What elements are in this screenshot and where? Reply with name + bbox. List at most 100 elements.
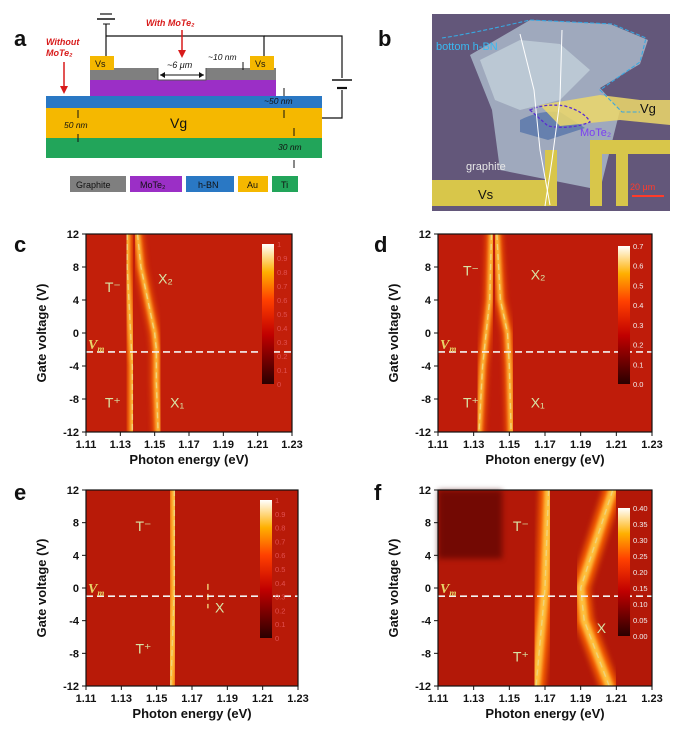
- peak-label: X: [215, 600, 225, 616]
- panel-label-c: c: [14, 232, 26, 257]
- thickness-50nm-left: 50 nm: [64, 120, 88, 130]
- colorbar-tick: 0.0: [633, 380, 643, 389]
- legend-swatch-au: [238, 176, 268, 192]
- colorbar: [618, 508, 630, 636]
- colorbar-tick: 0.5: [633, 281, 643, 290]
- y-tick-label: -8: [69, 648, 79, 660]
- peak-label: X: [597, 620, 607, 636]
- legend-graphite: Graphite: [76, 180, 111, 190]
- y-tick-label: -4: [69, 616, 80, 628]
- y-tick-label: -12: [63, 681, 79, 693]
- x-tick-label: 1.17: [178, 439, 199, 451]
- au-gate: [46, 108, 322, 138]
- x-axis-label: Photon energy (eV): [485, 452, 604, 467]
- thickness-50nm-right: ~50 nm: [264, 96, 293, 106]
- y-tick-label: -8: [421, 394, 431, 406]
- peak-label: X₁: [170, 394, 184, 410]
- colorbar-tick: 0.6: [275, 551, 285, 560]
- colorbar-tick: 0.9: [277, 254, 287, 263]
- peak-label: X₂: [158, 271, 173, 287]
- y-tick-label: 8: [425, 262, 431, 274]
- colorbar: [260, 500, 272, 638]
- y-tick-label: -4: [69, 361, 80, 373]
- x-tick-label: 1.17: [181, 693, 202, 705]
- vg-label-b: Vg: [640, 101, 656, 116]
- y-tick-label: 12: [67, 485, 79, 497]
- x-tick-label: 1.19: [213, 439, 234, 451]
- ti-layer: [46, 138, 322, 158]
- panel-label-a: a: [14, 26, 27, 51]
- x-tick-label: 1.11: [76, 439, 97, 451]
- without-mote2-label: Without MoTe₂: [46, 37, 82, 58]
- x-tick-label: 1.13: [110, 439, 131, 451]
- guide-line-exciton: [496, 233, 512, 433]
- peak-label: T⁻: [463, 262, 479, 278]
- thickness-10nm: ~10 nm: [208, 52, 237, 62]
- colorbar-tick: 0.6: [277, 296, 287, 305]
- y-tick-label: 12: [419, 485, 431, 497]
- panel-label-b: b: [378, 26, 391, 51]
- mote2-label: MoTe₂: [580, 127, 611, 139]
- peak-label: T⁺: [105, 394, 121, 410]
- panel-label-d: d: [374, 232, 387, 257]
- x-tick-label: 1.23: [287, 693, 308, 705]
- panel-label-f: f: [374, 480, 382, 505]
- guide-line-trion: [535, 489, 550, 687]
- vs-electrode-left: [90, 56, 114, 70]
- colorbar-tick: 0.15: [633, 584, 648, 593]
- with-mote2-label: With MoTe₂: [146, 18, 195, 28]
- x-tick-label: 1.15: [144, 439, 165, 451]
- colorbar-tick: 0.4: [275, 579, 285, 588]
- y-tick-label: 8: [73, 518, 79, 530]
- vg-label: Vg: [170, 115, 187, 131]
- legend-ti: Ti: [281, 180, 288, 190]
- legend-mote2: MoTe₂: [140, 180, 166, 190]
- colorbar-tick: 0.8: [277, 268, 287, 277]
- heatmap-background: [86, 234, 292, 432]
- mote2-layer: [90, 80, 276, 96]
- vs-pad: [432, 180, 552, 206]
- heatmap-panel-c: VmT⁻X₂T⁺ X₁10.90.80.70.60.50.40.30.20.101…: [34, 229, 303, 467]
- x-tick-label: 1.11: [428, 439, 449, 451]
- colorbar-tick: 0.25: [633, 552, 648, 561]
- y-tick-label: 0: [425, 583, 431, 595]
- vs-electrode-right: [250, 56, 274, 70]
- colorbar-tick: 0.00: [633, 632, 648, 641]
- heatmap-panel-d: VmT⁻ X₂T⁺ X₁0.70.60.50.40.30.20.10.01.11 1.…: [386, 229, 663, 467]
- x-tick-label: 1.11: [76, 693, 97, 705]
- hbn-layer: [46, 96, 322, 108]
- legend-au: Au: [247, 180, 258, 190]
- x-tick-label: 1.19: [570, 439, 591, 451]
- vg-pad: [590, 140, 670, 154]
- thickness-30nm: 30 nm: [278, 142, 302, 152]
- colorbar-tick: 0: [275, 634, 279, 643]
- peak-label: T⁺: [463, 394, 479, 410]
- y-tick-label: 8: [425, 518, 431, 530]
- x-tick-label: 1.15: [499, 693, 520, 705]
- y-tick-label: -12: [415, 427, 431, 439]
- legend-swatch-graphite: [70, 176, 126, 192]
- guide-line-trion: [478, 233, 493, 433]
- colorbar-tick: 0.40: [633, 504, 648, 513]
- x-tick-label: 1.15: [499, 439, 520, 451]
- x-tick-label: 1.23: [641, 693, 662, 705]
- colorbar-tick: 0.7: [275, 537, 285, 546]
- y-tick-label: -8: [421, 648, 431, 660]
- vs-label-b: Vs: [478, 187, 494, 202]
- peak-label: X₁: [531, 394, 545, 410]
- y-tick-label: 4: [73, 550, 80, 562]
- guide-line-exciton: [136, 233, 159, 433]
- colorbar-tick: 0.5: [277, 310, 287, 319]
- colorbar-tick: 0.2: [275, 606, 285, 615]
- colorbar-tick: 0.2: [633, 341, 643, 350]
- y-tick-label: -12: [63, 427, 79, 439]
- colorbar-tick: 1: [275, 496, 279, 505]
- colorbar-tick: 0.3: [633, 321, 643, 330]
- heatmap-panel-f: VmT⁻XT⁺0.400.350.300.250.200.150.100.050…: [386, 485, 663, 721]
- x-tick-label: 1.21: [252, 693, 273, 705]
- x-tick-label: 1.17: [534, 693, 555, 705]
- colorbar-tick: 0.3: [275, 593, 285, 602]
- x-tick-label: 1.13: [463, 693, 484, 705]
- y-tick-label: 4: [425, 550, 432, 562]
